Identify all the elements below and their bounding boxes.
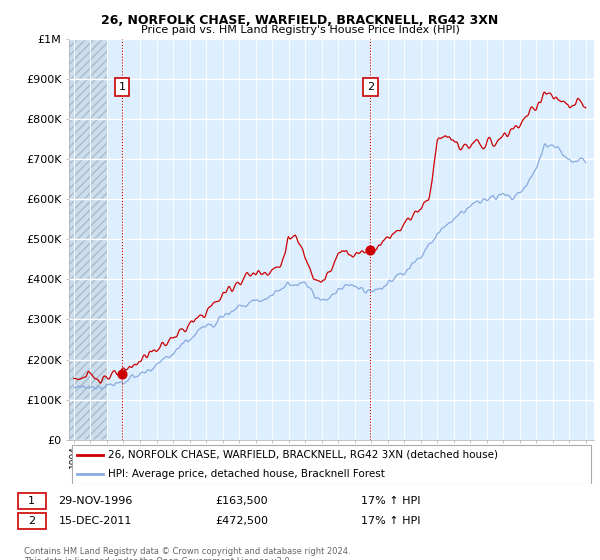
Text: 26, NORFOLK CHASE, WARFIELD, BRACKNELL, RG42 3XN: 26, NORFOLK CHASE, WARFIELD, BRACKNELL, … <box>101 14 499 27</box>
FancyBboxPatch shape <box>71 445 592 484</box>
Point <box>117 370 127 379</box>
FancyBboxPatch shape <box>18 514 46 529</box>
Text: 1: 1 <box>118 82 125 92</box>
Text: 2: 2 <box>367 82 374 92</box>
Text: Price paid vs. HM Land Registry's House Price Index (HPI): Price paid vs. HM Land Registry's House … <box>140 25 460 35</box>
Text: 1: 1 <box>28 496 35 506</box>
Text: Contains HM Land Registry data © Crown copyright and database right 2024.
This d: Contains HM Land Registry data © Crown c… <box>23 547 350 560</box>
Text: £163,500: £163,500 <box>216 496 268 506</box>
Text: 2: 2 <box>28 516 35 526</box>
Text: HPI: Average price, detached house, Bracknell Forest: HPI: Average price, detached house, Brac… <box>109 469 385 478</box>
Text: 15-DEC-2011: 15-DEC-2011 <box>59 516 132 526</box>
FancyBboxPatch shape <box>18 493 46 509</box>
Text: 29-NOV-1996: 29-NOV-1996 <box>59 496 133 506</box>
Text: 17% ↑ HPI: 17% ↑ HPI <box>361 516 421 526</box>
Text: £472,500: £472,500 <box>216 516 269 526</box>
Bar <box>69 39 107 440</box>
Point <box>365 246 375 255</box>
Text: 26, NORFOLK CHASE, WARFIELD, BRACKNELL, RG42 3XN (detached house): 26, NORFOLK CHASE, WARFIELD, BRACKNELL, … <box>109 450 499 460</box>
Text: 17% ↑ HPI: 17% ↑ HPI <box>361 496 421 506</box>
